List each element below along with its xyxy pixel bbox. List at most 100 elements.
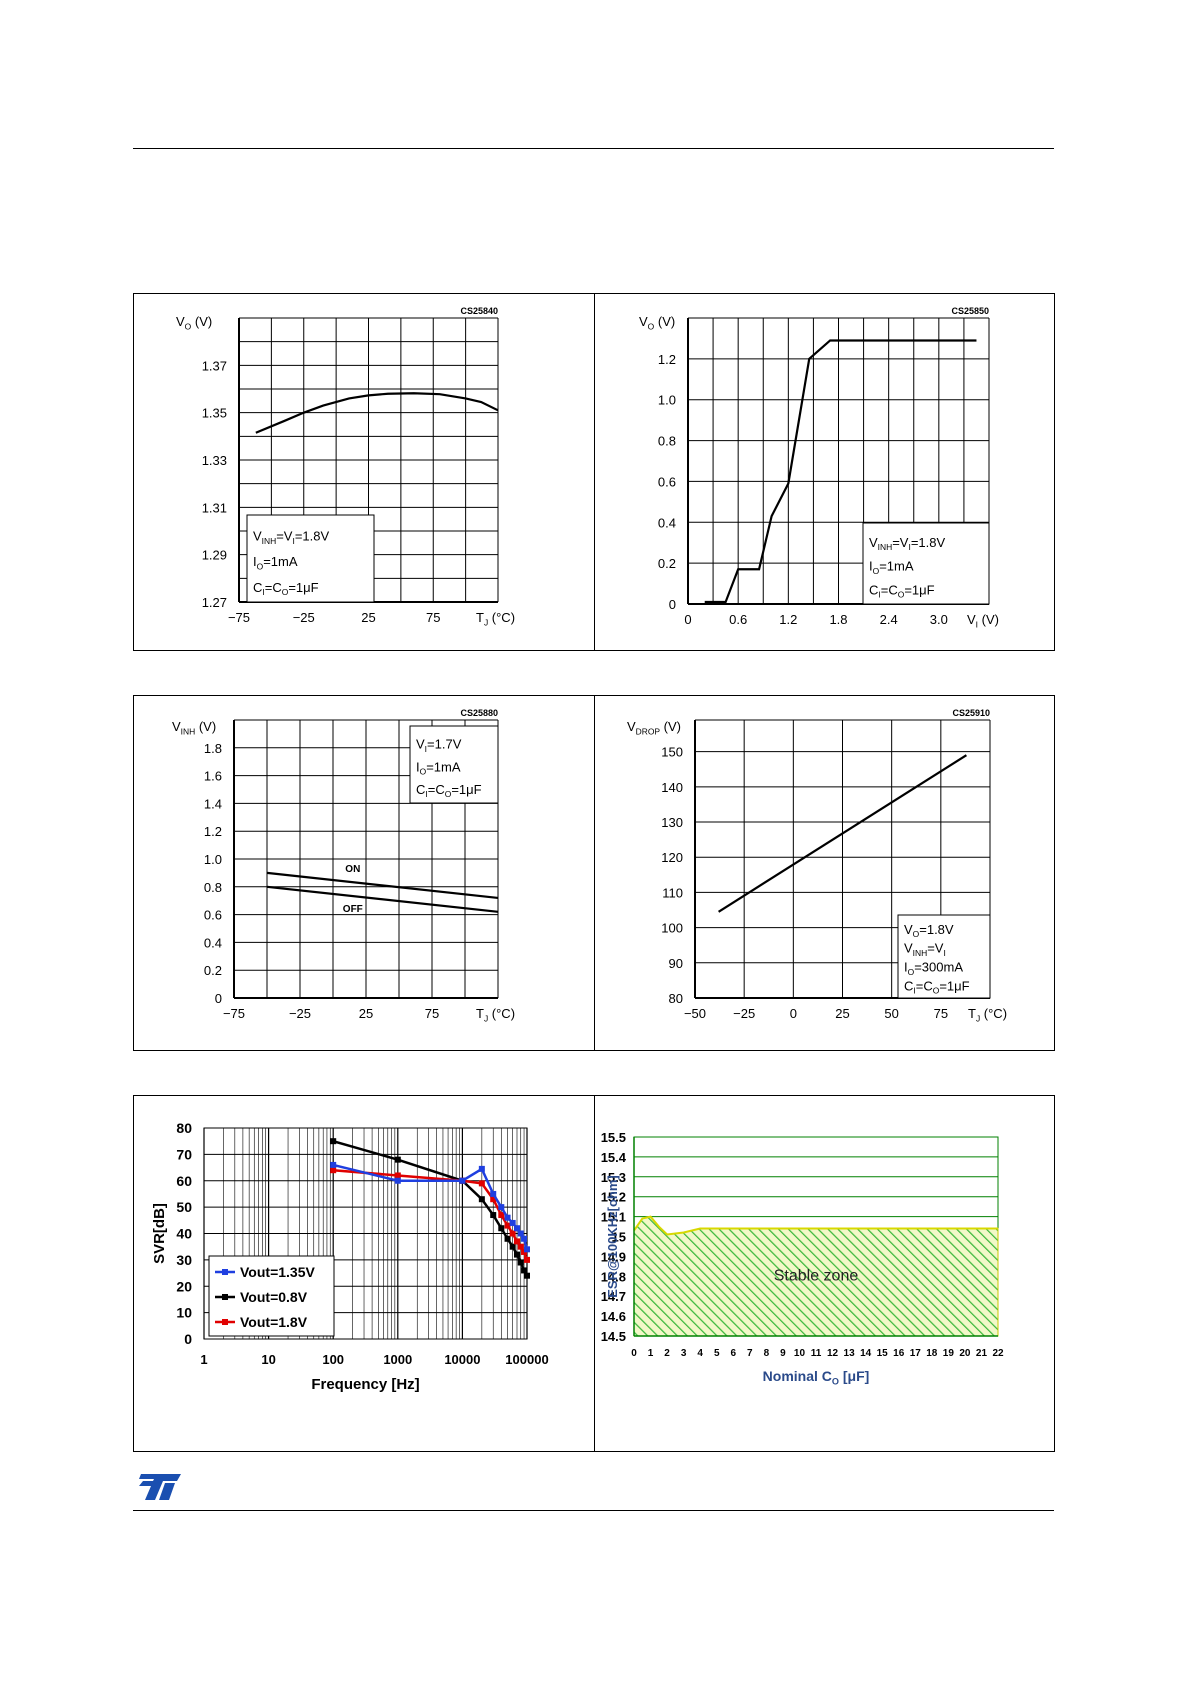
y-axis-label: VO (V): [176, 314, 212, 331]
x-tick-label: 22: [992, 1348, 1004, 1359]
x-tick-label: 3: [681, 1348, 687, 1359]
y-axis-label: VO (V): [639, 314, 675, 331]
series-marker: [504, 1222, 511, 1229]
y-tick-label: 15.1: [601, 1210, 626, 1225]
condition-label: IO=300mA: [904, 960, 963, 977]
x-tick-label: −75: [228, 610, 250, 625]
x-tick-label: 19: [943, 1348, 955, 1359]
series-marker: [521, 1267, 528, 1274]
x-tick-label: 16: [893, 1348, 905, 1359]
legend-swatch-marker: [222, 1269, 228, 1275]
series-marker: [490, 1196, 497, 1203]
y-tick-label: 0.4: [204, 935, 222, 950]
series-marker: [509, 1219, 516, 1226]
y-tick-label: 80: [669, 991, 683, 1006]
y-tick-label: 14.6: [601, 1309, 626, 1324]
footer-rule: [133, 1510, 1054, 1511]
y-tick-label: 20: [176, 1278, 192, 1294]
x-tick-label: 1.8: [829, 612, 847, 627]
y-tick-label: 1.4: [204, 796, 222, 811]
series-marker: [330, 1167, 337, 1174]
x-axis-label: Nominal CO [μF]: [763, 1368, 870, 1387]
panel-esr-vs-co: 14.5 14.6 14.7 14.8 14.9 15 15.1 15.2 15.3 15.4 15…: [594, 1095, 1055, 1452]
series-marker: [509, 1230, 516, 1237]
x-tick-label: 20: [959, 1348, 971, 1359]
y-tick-label: 15.3: [601, 1170, 626, 1185]
series-marker: [330, 1161, 337, 1168]
series-marker: [394, 1172, 401, 1179]
x-tick-label: −25: [733, 1006, 755, 1021]
y-tick-label: 60: [176, 1173, 192, 1189]
series-marker: [498, 1225, 505, 1232]
y-tick-label: 90: [669, 956, 683, 971]
series-marker: [478, 1196, 485, 1203]
y-tick-label: 110: [662, 885, 683, 900]
y-tick-label: 140: [661, 780, 683, 795]
x-tick-label: 2: [664, 1348, 670, 1359]
st-logo-icon: [139, 1474, 181, 1500]
conditions-box: [862, 522, 990, 605]
series-marker: [459, 1177, 466, 1184]
y-tick-label: 14.9: [601, 1249, 626, 1264]
series-marker: [524, 1256, 530, 1263]
y-axis-label: VINH (V): [172, 719, 216, 736]
y-tick-label: 1.27: [202, 595, 227, 610]
x-tick-label: 11: [811, 1348, 822, 1359]
series-marker: [513, 1251, 520, 1258]
series-marker: [521, 1235, 528, 1242]
series-marker: [517, 1243, 524, 1250]
panel-svr-vs-frequency: 0 10 20 30 40 50 60 70 80 1 10 100 1000 10000 100000 SV…: [133, 1095, 595, 1452]
condition-label: VINH=VI: [904, 941, 946, 958]
chart-code-label: CS25880: [460, 708, 498, 718]
x-tick-label: 8: [764, 1348, 770, 1359]
x-tick-label: 100000: [505, 1352, 548, 1367]
y-tick-label: 1.2: [658, 352, 676, 367]
x-tick-label: 1.2: [779, 612, 797, 627]
x-tick-label: −50: [684, 1006, 706, 1021]
condition-label: CI=CO=1μF: [904, 978, 970, 995]
condition-label: IO=1mA: [869, 559, 914, 576]
x-tick-label: 1000: [383, 1352, 412, 1367]
condition-label: IO=1mA: [253, 554, 298, 571]
x-tick-label: 10000: [444, 1352, 480, 1367]
panel-vinh-vs-tj: VI=1.7V IO=1mA CI=CO=1μF 0 0.2 0.4 0.6 0.8 1.0 1.…: [133, 695, 595, 1051]
x-tick-label: 25: [835, 1006, 849, 1021]
series-marker: [394, 1156, 401, 1163]
y-tick-label: 120: [661, 850, 683, 865]
y-tick-label: 0: [215, 991, 222, 1006]
legend-label: Vout=1.8V: [240, 1314, 308, 1330]
y-tick-label: 1.33: [202, 453, 227, 468]
x-axis-label: VI (V): [967, 612, 999, 629]
x-tick-label: 75: [934, 1006, 948, 1021]
series-marker: [478, 1165, 485, 1172]
vo-vs-tj-chart: VINH=VI=1.8V IO=1mA CI=CO=1μF 1.27 1.29 1.31 1…: [176, 306, 515, 627]
condition-label: CI=CO=1μF: [869, 582, 935, 599]
series-marker: [524, 1246, 530, 1253]
x-tick-label: 4: [697, 1348, 703, 1359]
series-marker: [490, 1212, 497, 1219]
series-line: [718, 754, 967, 913]
y-tick-label: 1.29: [202, 548, 227, 563]
x-tick-label: 15: [877, 1348, 889, 1359]
series-name-label: OFF: [343, 904, 363, 915]
conditions-box: [246, 514, 375, 603]
x-tick-label: 0: [790, 1006, 797, 1021]
y-tick-label: 15.5: [601, 1130, 626, 1145]
series-marker: [330, 1138, 337, 1145]
x-tick-label: 5: [714, 1348, 720, 1359]
series-name-label: ON: [345, 864, 360, 875]
conditions-box: [897, 914, 991, 999]
x-tick-label: 1: [200, 1352, 207, 1367]
y-tick-label: 80: [176, 1120, 192, 1136]
series-marker: [490, 1190, 497, 1197]
condition-label: CI=CO=1μF: [253, 580, 319, 597]
x-tick-label: 100: [322, 1352, 344, 1367]
x-tick-label: 0.6: [729, 612, 747, 627]
legend-label: Vout=0.8V: [240, 1289, 308, 1305]
x-tick-label: 14: [860, 1348, 872, 1359]
x-tick-label: 21: [976, 1348, 988, 1359]
y-tick-label: 130: [661, 815, 683, 830]
series-line: [255, 392, 499, 434]
y-tick-label: 1.8: [204, 741, 222, 756]
